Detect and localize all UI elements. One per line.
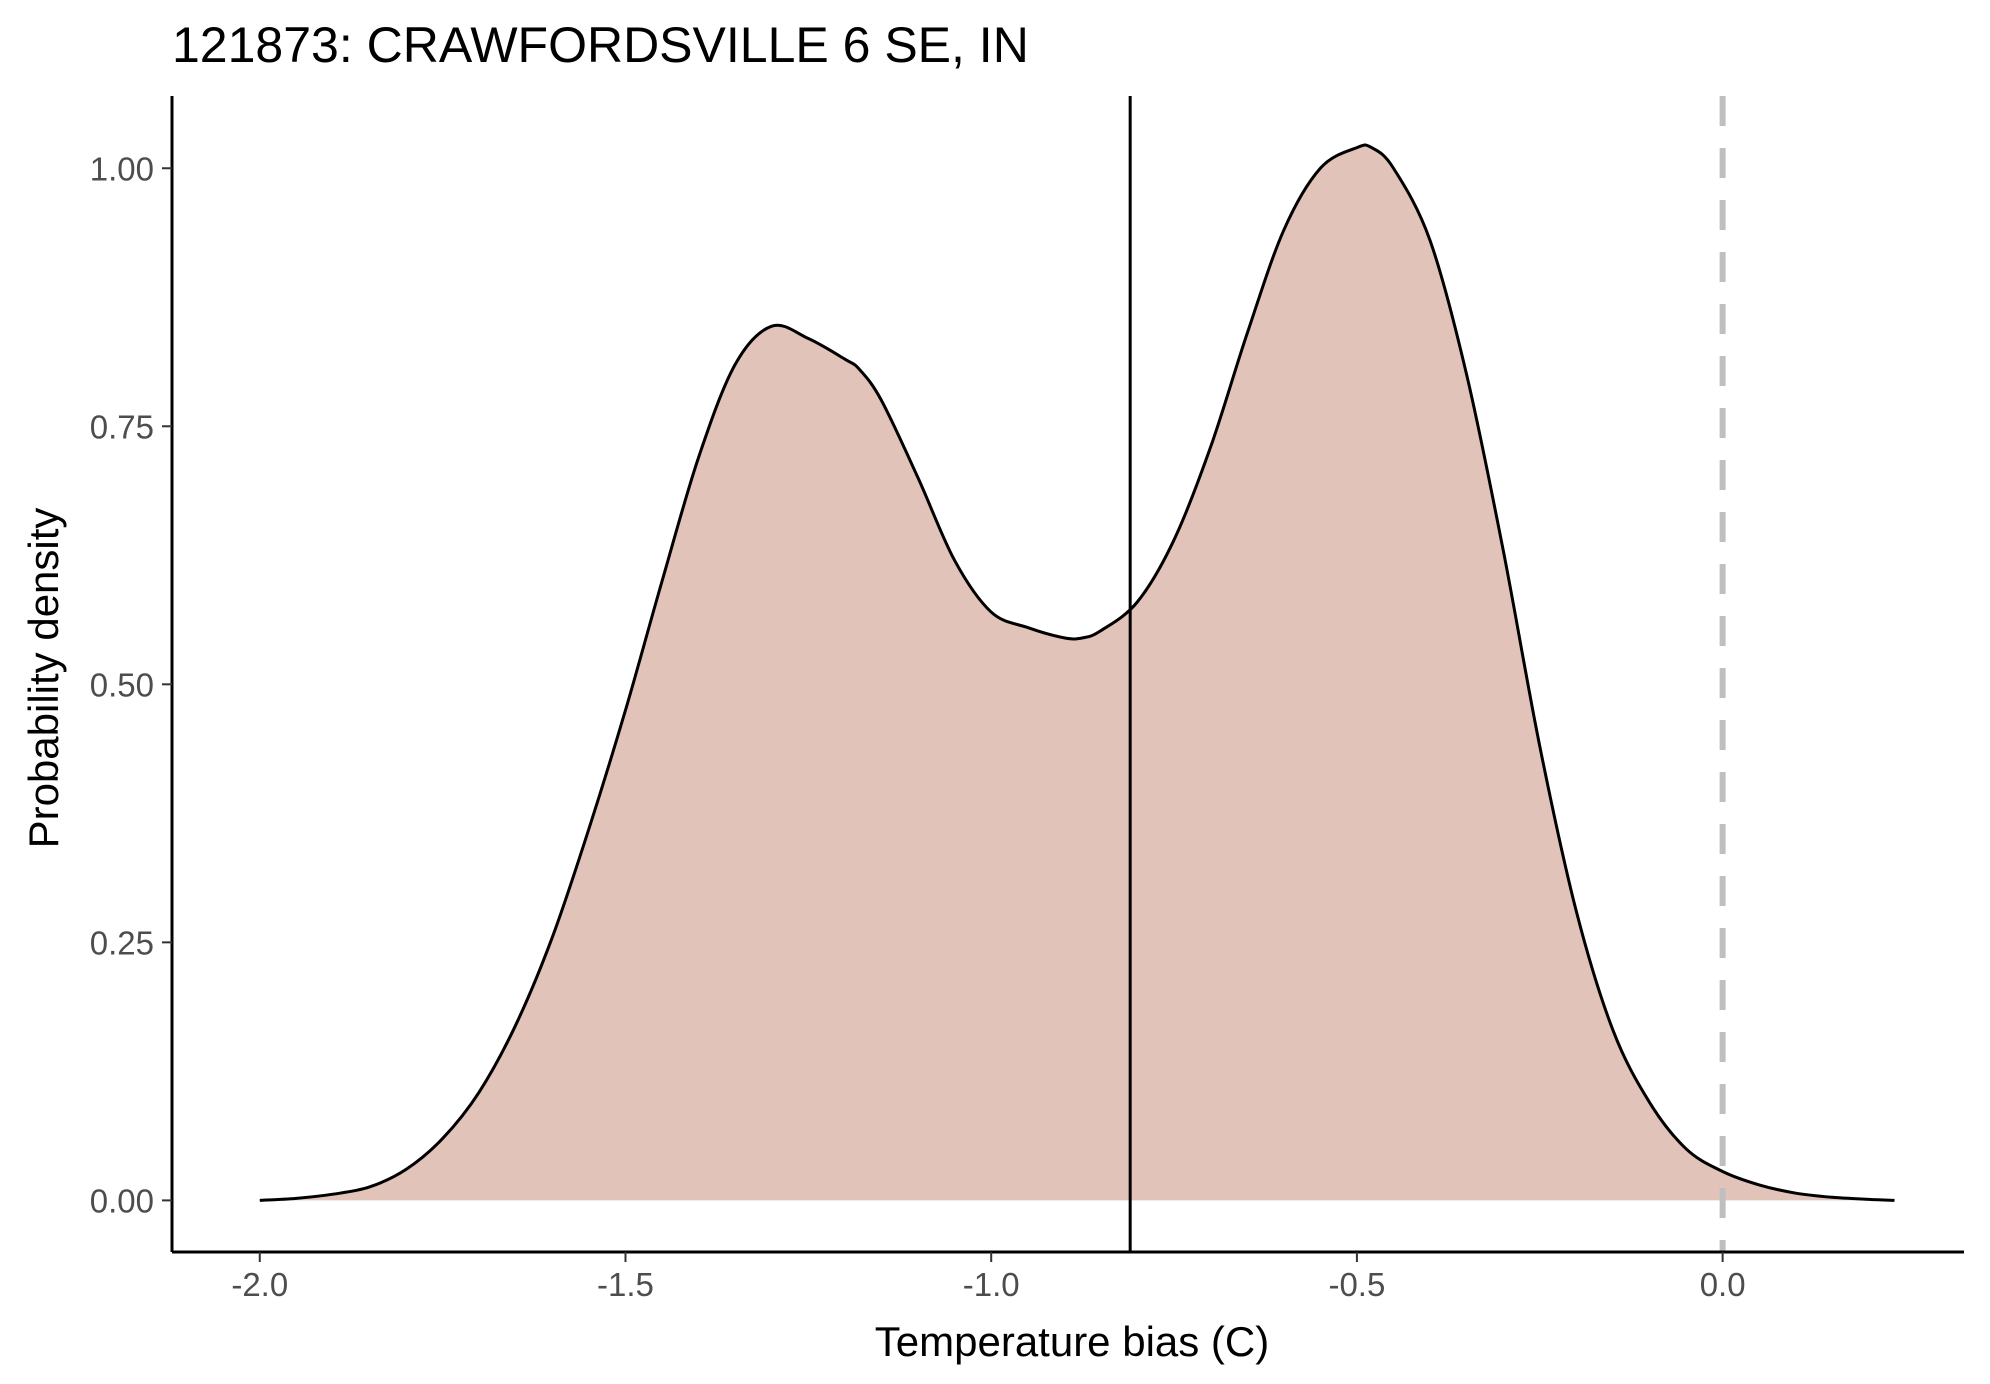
y-tick-label: 0.25 [90, 924, 154, 961]
y-tick-label: 1.00 [90, 150, 154, 187]
x-axis-ticks: -2.0 -1.5 -1.0 -0.5 0.0 [231, 1252, 1746, 1303]
x-axis-title: Temperature bias (C) [875, 1318, 1269, 1365]
x-tick-label: -1.5 [597, 1266, 654, 1303]
x-tick-label: -2.0 [231, 1266, 288, 1303]
density-curve-line [259, 143, 1895, 1202]
x-tick-label: -1.0 [963, 1266, 1020, 1303]
plot-area [259, 96, 1895, 1252]
chart-title: 121873: CRAWFORDSVILLE 6 SE, IN [172, 17, 1029, 73]
y-axis-ticks: 0.00 0.25 0.50 0.75 1.00 [90, 150, 172, 1219]
y-tick-label: 0.00 [90, 1182, 154, 1219]
x-tick-label: 0.0 [1700, 1266, 1746, 1303]
density-area-fill [259, 145, 1895, 1201]
y-tick-label: 0.75 [90, 408, 154, 445]
reference-lines [1128, 96, 1726, 1252]
x-tick-label: -0.5 [1328, 1266, 1385, 1303]
y-tick-label: 0.50 [90, 666, 154, 703]
y-axis-title: Probability density [20, 508, 67, 849]
